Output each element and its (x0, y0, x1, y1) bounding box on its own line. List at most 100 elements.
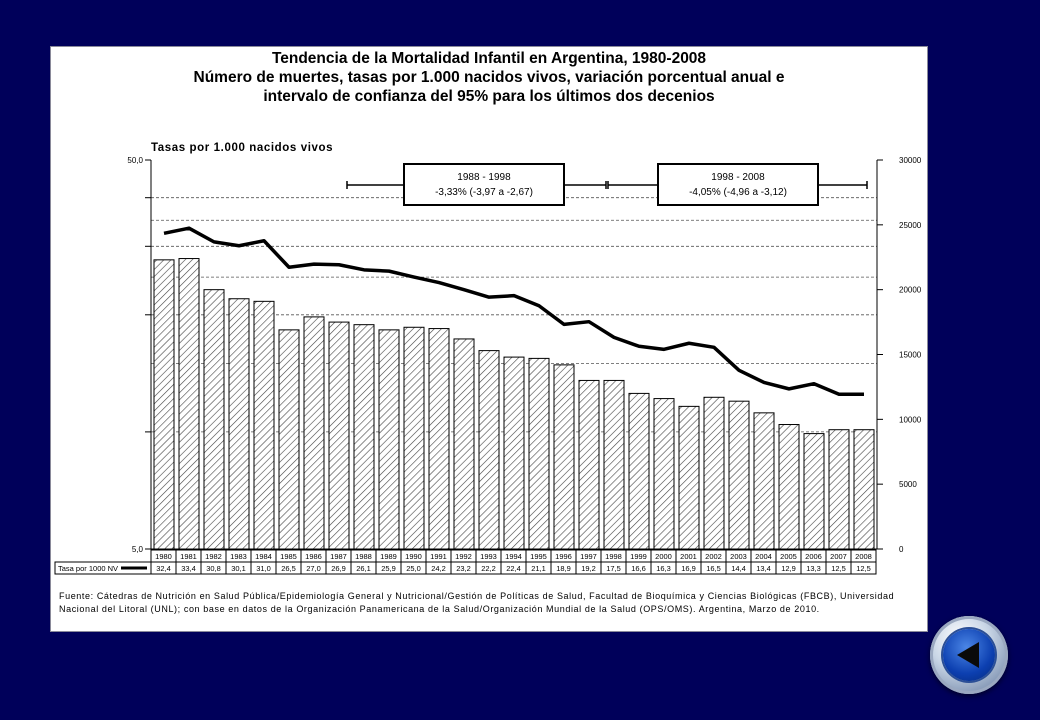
bar-1998 (603, 379, 625, 550)
rate-label-1991: 24,2 (431, 564, 446, 573)
data-table: Tasa por 1000 NV 1980 32,4 1981 33,4 1982 30,8… (54, 549, 877, 575)
x-tick-label-1984: 1984 (255, 552, 272, 561)
bar-2008 (853, 429, 875, 550)
annotation-box-1 (657, 163, 819, 206)
bar-1985 (278, 329, 300, 550)
bar-1995 (528, 357, 550, 550)
bar-1988 (353, 324, 375, 550)
annotation-change-0: -3,33% (-3,97 a -2,67) (435, 187, 533, 198)
x-tick-label-1995: 1995 (530, 552, 547, 561)
rate-label-2007: 12,5 (831, 564, 846, 573)
bar-2006 (803, 433, 825, 550)
rate-label-2004: 13,4 (756, 564, 771, 573)
bar-1983 (228, 298, 250, 550)
bar-1994 (503, 356, 525, 550)
x-tick-label-1996: 1996 (555, 552, 572, 561)
x-tick-label-1990: 1990 (405, 552, 422, 561)
rate-label-1996: 18,9 (556, 564, 571, 573)
table-header-cell (54, 561, 152, 575)
rate-label-1998: 17,5 (606, 564, 621, 573)
left-tick-label-bottom: 5,0 (132, 545, 144, 554)
bar-1987 (328, 321, 350, 550)
bar-1982 (203, 289, 225, 550)
annotation-change-1: -4,05% (-4,96 a -3,12) (689, 187, 787, 198)
rate-label-2008: 12,5 (856, 564, 871, 573)
annotation-box-0 (403, 163, 565, 206)
bar-1990 (403, 326, 425, 550)
bar-2004 (753, 412, 775, 550)
right-tick-label: 5000 (899, 480, 917, 489)
annotation-period-1: 1998 - 2008 (711, 172, 765, 183)
chart-subtitle-line-2: intervalo de confianza del 95% para los … (263, 88, 715, 105)
x-tick-label-2007: 2007 (830, 552, 847, 561)
table-row-header: Tasa por 1000 NV (58, 564, 118, 573)
rate-label-1995: 21,1 (531, 564, 546, 573)
x-tick-label-2005: 2005 (780, 552, 797, 561)
x-tick-label-2002: 2002 (705, 552, 722, 561)
annotations: 1988 - 1998 -3,33% (-3,97 a -2,67) 1998 - … (346, 163, 868, 206)
x-tick-label-1980: 1980 (155, 552, 172, 561)
x-tick-label-2006: 2006 (805, 552, 822, 561)
left-tick-label-top: 50,0 (127, 156, 143, 165)
bar-1997 (578, 379, 600, 550)
right-tick-label: 10000 (899, 415, 922, 424)
rate-label-2003: 14,4 (731, 564, 746, 573)
x-tick-label-1982: 1982 (205, 552, 222, 561)
bars (153, 258, 875, 550)
bar-1981 (178, 258, 200, 550)
bar-2000 (653, 398, 675, 550)
rate-label-2000: 16,3 (656, 564, 671, 573)
y-axis-label: Tasas por 1.000 nacidos vivos (151, 142, 333, 154)
bar-2007 (828, 429, 850, 550)
rate-label-1992: 23,2 (456, 564, 471, 573)
rate-line (163, 226, 864, 396)
bar-2003 (728, 400, 750, 550)
rate-label-1997: 19,2 (581, 564, 596, 573)
x-tick-label-2001: 2001 (680, 552, 697, 561)
rate-label-1999: 16,6 (631, 564, 646, 573)
x-tick-label-1992: 1992 (455, 552, 472, 561)
right-tick-label: 0 (899, 545, 904, 554)
bar-2002 (703, 396, 725, 550)
rate-label-1985: 26,5 (281, 564, 296, 573)
right-tick-label: 20000 (899, 286, 922, 295)
x-tick-label-1997: 1997 (580, 552, 597, 561)
right-tick-label: 30000 (899, 156, 922, 165)
back-button[interactable] (930, 616, 1008, 694)
rate-label-2002: 16,5 (706, 564, 721, 573)
x-tick-label-1981: 1981 (180, 552, 197, 561)
rate-series-line (163, 226, 864, 396)
x-tick-label-2004: 2004 (755, 552, 772, 561)
x-tick-label-1998: 1998 (605, 552, 622, 561)
x-tick-label-1987: 1987 (330, 552, 347, 561)
x-tick-label-1999: 1999 (630, 552, 647, 561)
bar-1991 (428, 328, 450, 550)
bar-1986 (303, 316, 325, 550)
rate-label-1993: 22,2 (481, 564, 496, 573)
x-tick-label-1988: 1988 (355, 552, 372, 561)
bar-1996 (553, 364, 575, 550)
bar-1993 (478, 350, 500, 550)
x-tick-label-2000: 2000 (655, 552, 672, 561)
bar-1992 (453, 338, 475, 550)
bar-2001 (678, 405, 700, 550)
triangle-left-icon (957, 642, 979, 668)
x-tick-label-1983: 1983 (230, 552, 247, 561)
x-tick-label-2008: 2008 (855, 552, 872, 561)
x-tick-label-1991: 1991 (430, 552, 447, 561)
x-tick-label-2003: 2003 (730, 552, 747, 561)
rate-label-1984: 31,0 (256, 564, 271, 573)
back-button-face (943, 629, 995, 681)
source-note: Fuente: Cátedras de Nutrición en Salud P… (59, 591, 895, 614)
rate-label-1988: 26,1 (356, 564, 371, 573)
bar-1980 (153, 259, 175, 550)
chart-panel: Tendencia de la Mortalidad Infantil en A… (50, 46, 928, 632)
annotation-period-0: 1988 - 1998 (457, 172, 511, 183)
right-tick-label: 15000 (899, 351, 922, 360)
x-tick-label-1994: 1994 (505, 552, 522, 561)
rate-label-1982: 30,8 (206, 564, 221, 573)
x-tick-label-1993: 1993 (480, 552, 497, 561)
rate-label-2005: 12,9 (781, 564, 796, 573)
rate-label-1980: 32,4 (156, 564, 171, 573)
axes: 50,0 5,0 30000 25000 20000 15000 10000 5000 0 (127, 156, 921, 554)
